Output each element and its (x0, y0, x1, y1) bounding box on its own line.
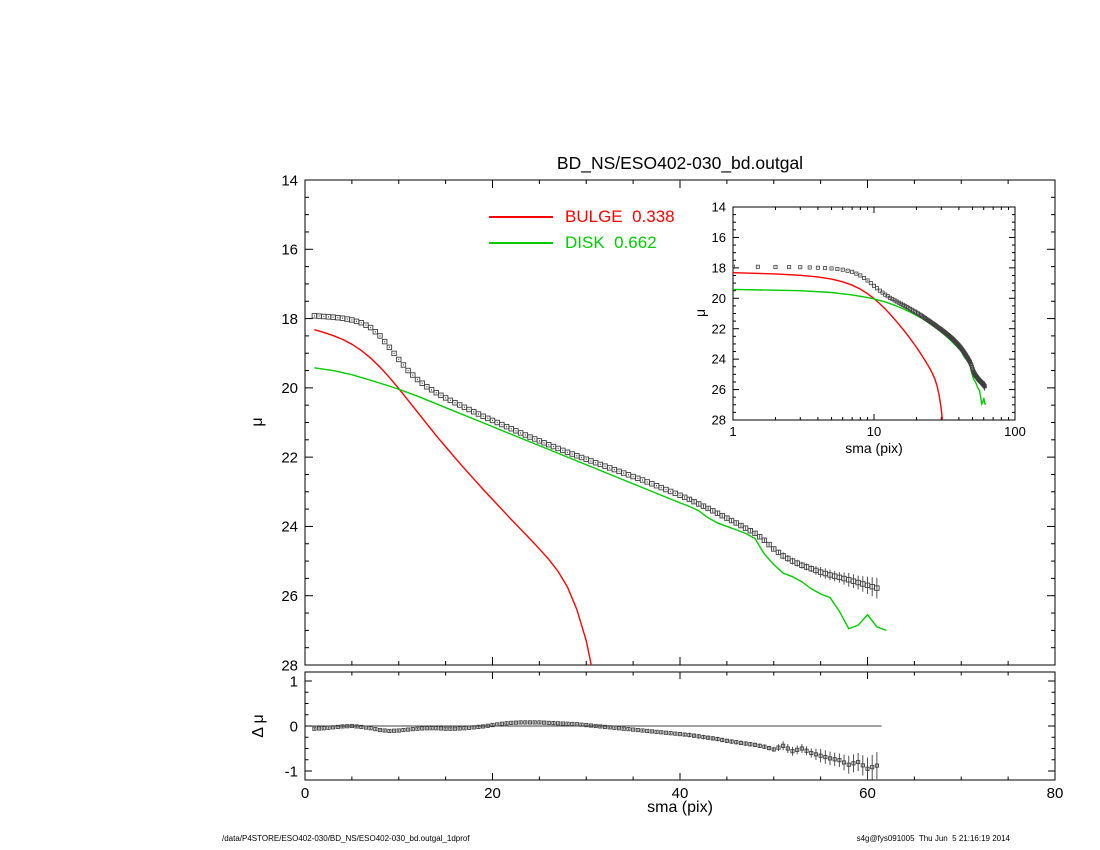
main-tick-labels: 14 16 18 20 22 24 26 28 (281, 172, 298, 674)
y-tick-label: 0 (290, 718, 298, 735)
x-tick-label: 1 (729, 424, 736, 439)
x-tick-label: 60 (859, 785, 876, 802)
disk-legend-label: DISK 0.662 (565, 233, 657, 252)
footer-user-timestamp: s4g@fys091005 Thu Jun 5 21:16:19 2014 (856, 834, 1010, 843)
x-tick-label: 10 (867, 424, 881, 439)
y-tick-label: 22 (281, 449, 298, 466)
main-series-area (311, 313, 887, 665)
bulge-legend-label: BULGE 0.338 (565, 207, 675, 226)
y-tick-label: 14 (712, 200, 726, 215)
legend-entry-bulge: BULGE 0.338 (489, 204, 675, 230)
main-profile-plot: 14 16 18 20 22 24 26 28 μ (249, 172, 1056, 674)
bulge-line (314, 328, 593, 665)
legend: BULGE 0.338 DISK 0.662 (489, 204, 675, 256)
inset-tick-labels: 1 10 100 14 16 18 20 22 24 26 28 (712, 200, 1026, 439)
y-tick-label: 24 (281, 519, 298, 536)
x-tick-label: 100 (1004, 424, 1026, 439)
inset-axis-box (732, 206, 1016, 421)
legend-entry-disk: DISK 0.662 (489, 230, 675, 256)
x-tick-label: 80 (1047, 785, 1064, 802)
inset-x-axis-label: sma (pix) (845, 440, 903, 456)
y-tick-label: 16 (712, 230, 726, 245)
residual-y-axis-label: Δ μ (250, 714, 267, 737)
y-tick-label: 28 (281, 657, 298, 674)
x-tick-label: 20 (484, 785, 501, 802)
observed-points (311, 313, 880, 599)
y-tick-label: 18 (281, 311, 298, 328)
inset-log-plot: 1 10 100 14 16 18 20 22 24 26 28 sma (pix) μ (692, 200, 1026, 456)
y-tick-label: 1 (290, 673, 298, 690)
footer-file-path: /data/P4STORE/ESO402-030/BD_NS/ESO402-03… (222, 834, 470, 843)
inset-y-axis-label: μ (692, 309, 708, 317)
y-tick-label: 26 (281, 588, 298, 605)
y-tick-label: 14 (281, 172, 298, 189)
y-tick-label: 20 (712, 291, 726, 306)
y-tick-label: 24 (712, 352, 726, 367)
y-tick-label: 28 (712, 413, 726, 428)
y-tick-label: 26 (712, 382, 726, 397)
y-tick-label: 16 (281, 242, 298, 259)
x-tick-label: 40 (672, 785, 689, 802)
residual-ticks (304, 672, 1056, 780)
y-tick-label: 20 (281, 380, 298, 397)
main-ticks (304, 179, 1056, 666)
main-y-axis-label: μ (249, 417, 266, 426)
y-tick-label: 22 (712, 321, 726, 336)
y-tick-label: -1 (285, 763, 298, 780)
bulge-line (733, 272, 944, 420)
bulge-line-swatch (489, 216, 553, 218)
inset-ticks (732, 206, 1016, 421)
observed-points (733, 264, 987, 391)
residual-series-area (305, 720, 882, 780)
inset-series-area (733, 264, 987, 420)
plot-title: BD_NS/ESO402-030_bd.outgal (556, 153, 804, 173)
disk-line-swatch (489, 242, 553, 244)
residual-points (312, 720, 879, 780)
disk-line (314, 367, 887, 632)
x-tick-label: 0 (301, 785, 309, 802)
y-tick-label: 18 (712, 260, 726, 275)
residual-x-axis-label: sma (pix) (647, 799, 713, 816)
